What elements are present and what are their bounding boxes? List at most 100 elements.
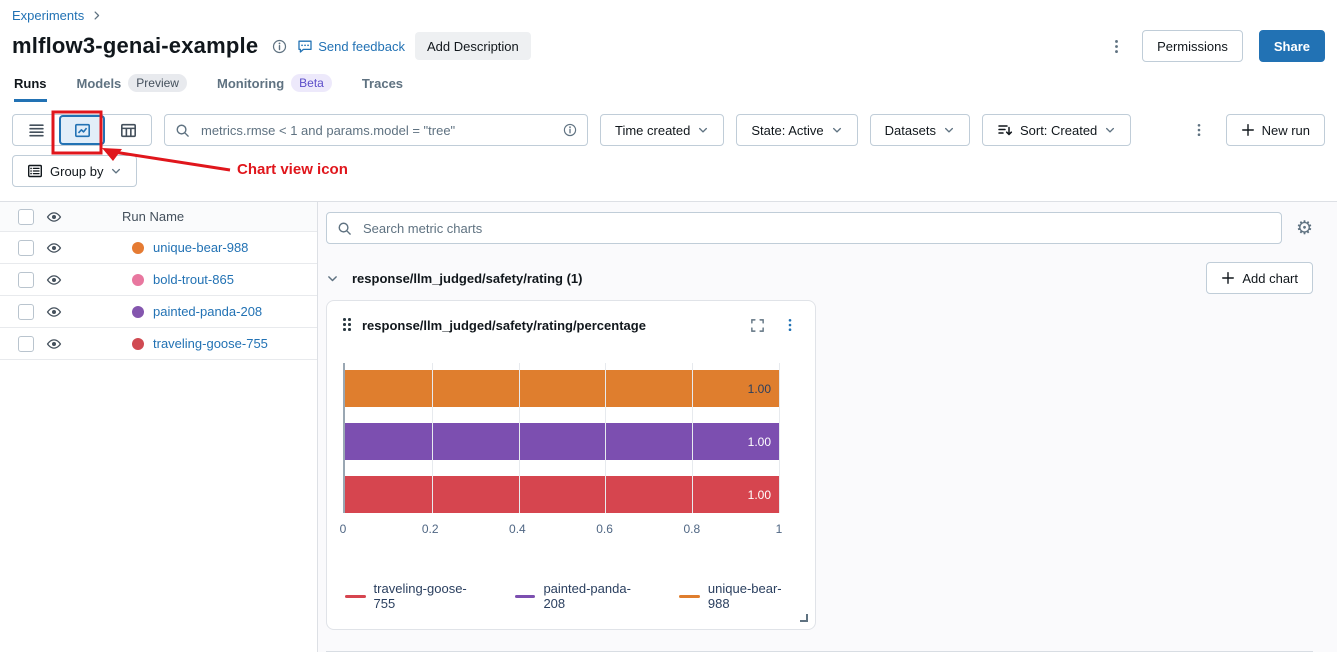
run-name-link[interactable]: traveling-goose-755: [153, 336, 268, 351]
chevron-down-icon: [697, 124, 709, 136]
x-tick-label: 1: [775, 522, 783, 536]
new-run-button[interactable]: New run: [1225, 114, 1325, 146]
filter-state-active-dropdown[interactable]: State: Active: [736, 114, 858, 146]
add-chart-button[interactable]: Add chart: [1206, 262, 1313, 294]
tab-models[interactable]: Models Preview: [77, 74, 187, 102]
gridline: [431, 363, 433, 513]
chevron-down-icon: [110, 165, 122, 177]
x-axis-ticks: 0 0.2 0.4 0.6 0.8 1: [339, 522, 783, 537]
list-view-icon: [28, 122, 45, 139]
bar-traveling-goose-755: 1.00: [345, 476, 779, 513]
run-checkbox[interactable]: [18, 271, 34, 288]
search-info-icon[interactable]: [563, 123, 577, 137]
run-color-dot: [132, 337, 144, 350]
info-icon[interactable]: [272, 39, 287, 54]
visibility-eye-icon[interactable]: [46, 336, 62, 352]
list-view-button[interactable]: [13, 115, 59, 145]
group-by-button[interactable]: Group by: [12, 155, 138, 187]
filter-time-created-dropdown[interactable]: Time created: [600, 114, 725, 146]
tab-badge: Preview: [128, 74, 187, 92]
visibility-eye-icon[interactable]: [46, 240, 62, 256]
runs-table: Run Name unique-bear-988 bold-trout-865 pa…: [0, 202, 318, 652]
gridline: [605, 363, 607, 513]
bar-unique-bear-988: 1.00: [345, 370, 779, 407]
add-description-button[interactable]: Add Description: [415, 32, 531, 60]
metric-search-input[interactable]: [361, 219, 1271, 237]
select-all-checkbox[interactable]: [18, 208, 34, 225]
bar-value-label: 1.00: [747, 381, 771, 396]
table-view-button[interactable]: [105, 115, 151, 145]
page-title: mlflow3-genai-example: [12, 33, 259, 58]
add-chart-label: Add chart: [1242, 270, 1298, 286]
permissions-button[interactable]: Permissions: [1142, 30, 1243, 62]
filter-sort-created-dropdown[interactable]: Sort: Created: [981, 114, 1132, 146]
visibility-eye-icon[interactable]: [46, 272, 62, 288]
chart-view-icon: [74, 122, 91, 139]
share-button[interactable]: Share: [1258, 30, 1325, 62]
runs-table-header: Run Name: [0, 202, 317, 232]
run-checkbox[interactable]: [18, 303, 34, 320]
run-name-link[interactable]: unique-bear-988: [153, 240, 249, 255]
charts-panel: ⚙ response/llm_judged/safety/rating (1) …: [318, 202, 1337, 652]
card-resize-handle[interactable]: [800, 614, 808, 622]
run-name-link[interactable]: painted-panda-208: [153, 304, 263, 319]
chevron-down-icon: [1104, 124, 1116, 136]
feedback-bubble-icon: [297, 38, 313, 54]
filter-datasets-dropdown[interactable]: Datasets: [869, 114, 970, 146]
tab-badge: Beta: [291, 74, 332, 92]
tab-runs[interactable]: Runs: [14, 74, 47, 102]
tab-label: Traces: [361, 75, 404, 91]
chart-kebab-menu-icon[interactable]: [783, 317, 797, 333]
group-by-icon: [27, 163, 43, 179]
tab-monitoring[interactable]: Monitoring Beta: [217, 74, 332, 102]
run-checkbox[interactable]: [18, 335, 34, 352]
table-view-icon: [120, 122, 137, 139]
visibility-eye-icon[interactable]: [46, 304, 62, 320]
runs-search-input[interactable]: [199, 121, 554, 139]
tab-bar: Runs Models Preview Monitoring Beta Traces: [12, 74, 1325, 102]
run-color-dot: [132, 305, 144, 318]
group-by-label: Group by: [50, 163, 104, 179]
x-tick-label: 0.6: [596, 522, 613, 536]
legend-label: traveling-goose-755: [373, 581, 467, 611]
page-header: Experiments mlflow3-genai-example Send f…: [0, 0, 1337, 102]
gridline: [518, 363, 520, 513]
drag-handle-icon[interactable]: [343, 318, 352, 332]
sort-icon: [997, 122, 1013, 138]
run-name-link[interactable]: bold-trout-865: [153, 272, 234, 287]
run-color-dot: [132, 273, 144, 286]
toolbar-kebab-menu-button[interactable]: [1190, 120, 1208, 140]
chevron-down-icon: [831, 124, 843, 136]
legend-label: painted-panda-208: [543, 581, 631, 611]
send-feedback-link[interactable]: Send feedback: [297, 38, 405, 54]
tab-label: Monitoring: [216, 75, 285, 91]
chart-title: response/llm_judged/safety/rating/percen…: [362, 317, 646, 333]
chart-view-button[interactable]: [59, 115, 105, 145]
table-row: traveling-goose-755: [0, 328, 317, 360]
legend-item[interactable]: traveling-goose-755: [345, 581, 481, 611]
filter-label: Time created: [615, 122, 691, 138]
plus-icon: [1241, 123, 1255, 137]
header-kebab-menu-button[interactable]: [1107, 36, 1126, 57]
tab-traces[interactable]: Traces: [362, 74, 403, 102]
search-icon: [337, 221, 352, 236]
breadcrumb-experiments-link[interactable]: Experiments: [12, 8, 85, 23]
breadcrumb: Experiments: [12, 8, 1325, 23]
legend-label: unique-bear-988: [707, 581, 782, 611]
run-checkbox[interactable]: [18, 239, 34, 256]
tab-label: Models: [76, 75, 122, 91]
section-collapse-chevron-icon[interactable]: [326, 272, 339, 285]
legend-item[interactable]: unique-bear-988: [679, 581, 797, 611]
table-row: bold-trout-865: [0, 264, 317, 296]
table-row: unique-bear-988: [0, 232, 317, 264]
chevron-down-icon: [943, 124, 955, 136]
x-tick-label: 0: [339, 522, 347, 536]
run-name-header: Run Name: [122, 209, 185, 224]
metric-search-box: [326, 212, 1282, 244]
visibility-eye-icon[interactable]: [46, 209, 62, 225]
run-color-dot: [132, 241, 144, 254]
legend-item[interactable]: painted-panda-208: [514, 581, 646, 611]
legend-swatch: [345, 594, 366, 598]
expand-fullscreen-icon[interactable]: [750, 318, 765, 333]
charts-settings-gear-icon[interactable]: ⚙: [1295, 217, 1313, 239]
